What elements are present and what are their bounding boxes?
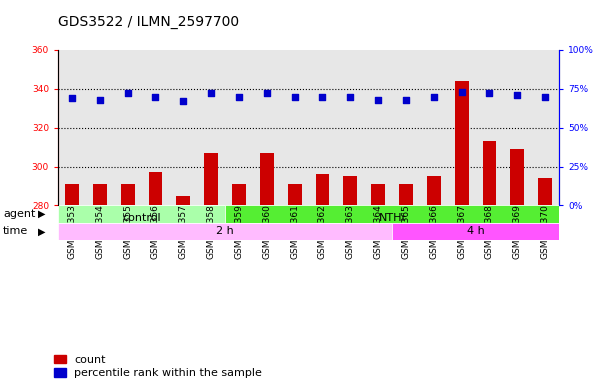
Bar <box>399 184 413 384</box>
Point <box>67 95 77 101</box>
Bar <box>86 50 114 205</box>
Bar <box>343 176 357 384</box>
Bar <box>225 205 559 223</box>
Bar <box>315 174 329 384</box>
Bar <box>177 196 190 384</box>
Bar <box>392 223 559 240</box>
Bar <box>503 50 531 205</box>
Text: agent: agent <box>3 209 35 219</box>
Bar <box>288 184 302 384</box>
Point <box>429 94 439 100</box>
Bar <box>475 50 503 205</box>
Bar <box>483 141 496 384</box>
Bar <box>232 184 246 384</box>
Bar <box>309 50 337 205</box>
Bar <box>510 149 524 384</box>
Point <box>485 90 494 96</box>
Bar <box>58 50 86 205</box>
Point <box>513 92 522 98</box>
Bar <box>148 172 163 384</box>
Text: control: control <box>122 214 161 223</box>
Text: ▶: ▶ <box>38 209 45 219</box>
Text: 2 h: 2 h <box>216 226 234 237</box>
Point <box>178 98 188 104</box>
Bar <box>58 223 392 240</box>
Text: time: time <box>3 226 28 237</box>
Point <box>290 94 299 100</box>
Bar <box>253 50 280 205</box>
Bar <box>538 178 552 384</box>
Bar <box>142 50 169 205</box>
Point <box>540 94 550 100</box>
Bar <box>93 184 107 384</box>
Legend: count, percentile rank within the sample: count, percentile rank within the sample <box>54 355 262 379</box>
Bar <box>337 50 364 205</box>
Point <box>150 94 160 100</box>
Bar <box>197 50 225 205</box>
Point <box>457 89 467 95</box>
Bar <box>169 50 197 205</box>
Bar <box>455 81 469 384</box>
Bar <box>420 50 448 205</box>
Text: NTHi: NTHi <box>379 214 405 223</box>
Bar <box>280 50 309 205</box>
Bar <box>392 50 420 205</box>
Point <box>234 94 244 100</box>
Point <box>345 94 355 100</box>
Point <box>373 97 383 103</box>
Text: GDS3522 / ILMN_2597700: GDS3522 / ILMN_2597700 <box>58 15 239 29</box>
Bar <box>204 153 218 384</box>
Point <box>401 97 411 103</box>
Bar <box>260 153 274 384</box>
Bar <box>448 50 475 205</box>
Bar <box>364 50 392 205</box>
Text: 4 h: 4 h <box>467 226 485 237</box>
Bar <box>58 205 225 223</box>
Bar <box>225 50 253 205</box>
Bar <box>65 184 79 384</box>
Bar <box>427 176 441 384</box>
Bar <box>121 184 134 384</box>
Bar <box>114 50 142 205</box>
Bar <box>531 50 559 205</box>
Point <box>95 97 104 103</box>
Point <box>262 90 272 96</box>
Text: ▶: ▶ <box>38 226 45 237</box>
Point <box>123 90 133 96</box>
Point <box>207 90 216 96</box>
Bar <box>371 184 385 384</box>
Point <box>318 94 327 100</box>
